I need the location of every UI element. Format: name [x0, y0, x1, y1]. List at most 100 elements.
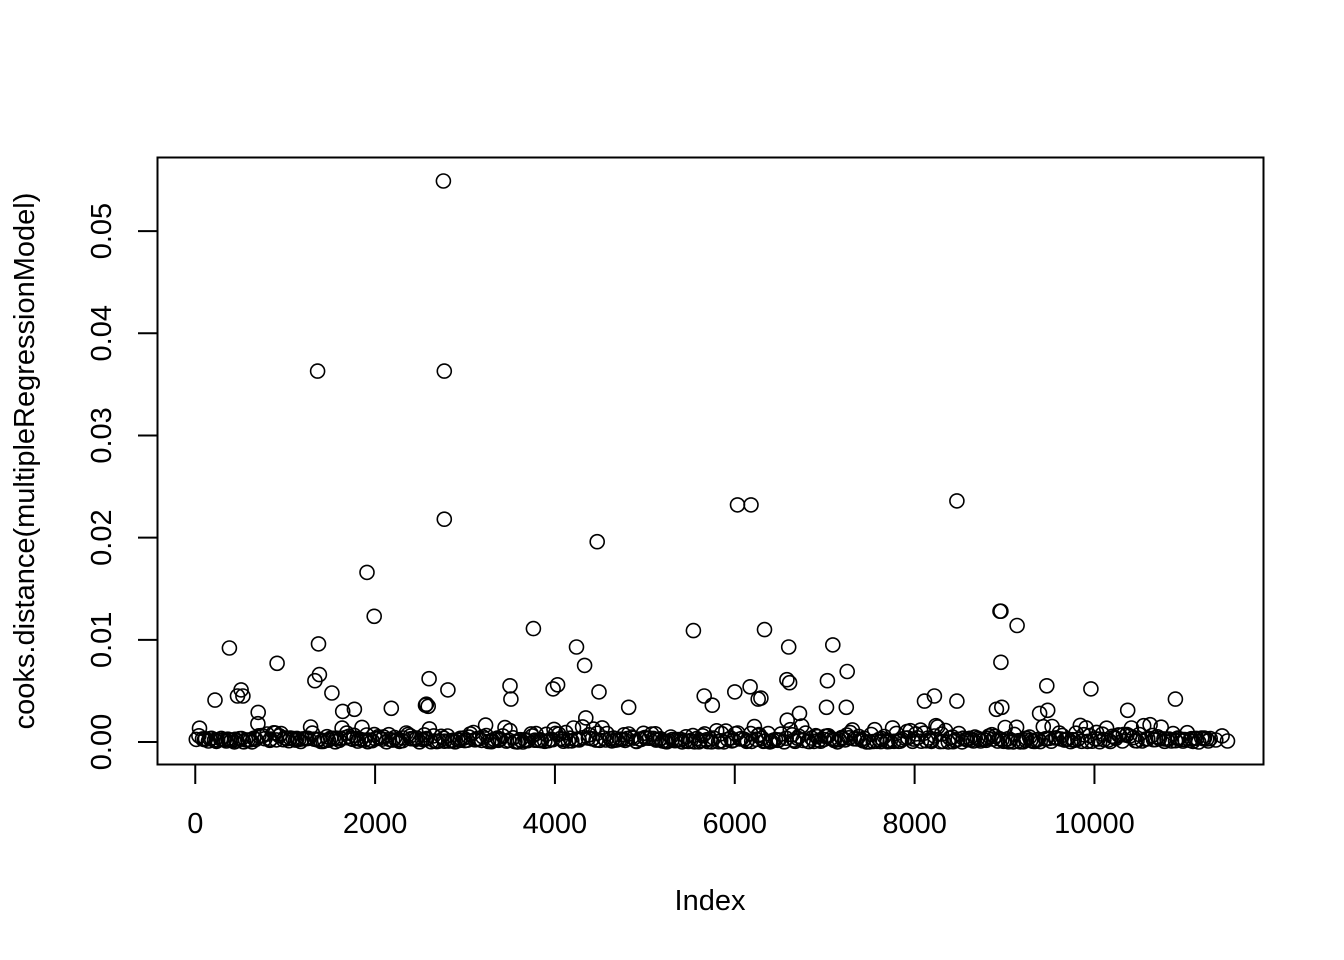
data-point [1096, 731, 1112, 748]
data-point [346, 701, 363, 718]
data-point [383, 700, 400, 717]
data-point [993, 654, 1009, 671]
x-tick-label: 0 [187, 808, 203, 840]
data-point [949, 493, 965, 509]
data-point [1167, 691, 1184, 707]
data-point [696, 688, 713, 704]
data-point [568, 639, 585, 655]
data-point [436, 363, 453, 379]
y-tick-label: 0.01 [86, 612, 118, 668]
data-point [756, 621, 773, 638]
x-tick-label: 2000 [343, 808, 408, 840]
data-point [418, 696, 435, 713]
data-point [779, 671, 795, 688]
y-axis-label: cooks.distance(multipleRegressionModel) [9, 193, 41, 730]
data-point [704, 697, 721, 714]
data-point [993, 603, 1009, 620]
data-point [781, 674, 798, 691]
data-point [1119, 702, 1136, 719]
data-point [490, 732, 507, 749]
data-point [221, 640, 238, 656]
data-point [589, 533, 606, 550]
data-point [838, 727, 855, 743]
data-point [440, 682, 456, 698]
data-point [341, 728, 357, 745]
data-points [188, 173, 1236, 750]
data-point [525, 620, 542, 637]
data-point [324, 685, 340, 701]
data-point [743, 497, 759, 513]
data-point [503, 691, 519, 707]
x-tick-label: 8000 [882, 808, 947, 840]
data-point [197, 730, 214, 747]
data-point [378, 733, 395, 750]
data-point [726, 684, 743, 700]
data-point [742, 678, 758, 695]
data-point [591, 684, 607, 700]
data-point [824, 637, 841, 653]
data-point [926, 688, 943, 704]
data-point [750, 691, 767, 707]
data-point [576, 657, 593, 674]
data-point [334, 703, 351, 720]
data-point [560, 733, 577, 749]
data-point [1202, 730, 1218, 747]
data-point [1039, 702, 1056, 719]
data-point [510, 733, 527, 750]
y-tick-label: 0.00 [86, 714, 118, 770]
x-axis-label: Index [675, 885, 746, 917]
data-point [949, 693, 965, 709]
data-point [366, 608, 383, 625]
data-point [993, 699, 1010, 716]
data-point [418, 730, 435, 747]
data-point [819, 672, 836, 689]
data-point [1009, 617, 1025, 634]
data-point [309, 363, 326, 379]
data-point [685, 622, 702, 639]
data-point [477, 717, 494, 733]
data-point [780, 639, 797, 655]
data-point [421, 670, 437, 687]
data-point [916, 693, 933, 709]
data-point [1214, 728, 1230, 744]
data-point [562, 730, 579, 747]
data-point [818, 699, 835, 716]
y-tick-label: 0.02 [86, 509, 118, 565]
data-point [1142, 716, 1158, 733]
data-point [207, 692, 223, 708]
data-point [1129, 733, 1145, 749]
data-point [250, 704, 267, 721]
x-tick-label: 10000 [1054, 808, 1135, 840]
data-point [1219, 733, 1236, 749]
data-point [839, 663, 856, 680]
data-point [807, 727, 824, 744]
data-point [229, 688, 246, 704]
data-point [435, 173, 452, 189]
data-point [555, 733, 572, 750]
data-point [545, 681, 561, 697]
data-point [620, 699, 637, 716]
y-axis: 0.00 0.01 0.02 0.03 0.04 0.05 [86, 203, 159, 770]
y-tick-label: 0.04 [86, 305, 118, 361]
x-tick-label: 6000 [703, 808, 768, 840]
y-tick-label: 0.03 [86, 407, 118, 463]
data-point [625, 730, 642, 746]
data-point [1027, 733, 1043, 750]
data-point [577, 710, 594, 726]
data-point [436, 511, 453, 528]
data-point [310, 636, 327, 652]
data-point [791, 705, 808, 722]
data-point [838, 699, 855, 716]
x-tick-label: 4000 [523, 808, 588, 840]
data-point [235, 688, 251, 704]
data-point [307, 672, 323, 689]
data-point [1200, 733, 1217, 749]
data-point [624, 729, 640, 745]
x-axis: 0 2000 4000 6000 8000 10000 [187, 763, 1135, 840]
data-point [407, 731, 424, 748]
data-point [1083, 681, 1099, 697]
data-point [746, 718, 763, 735]
data-point [773, 726, 789, 742]
